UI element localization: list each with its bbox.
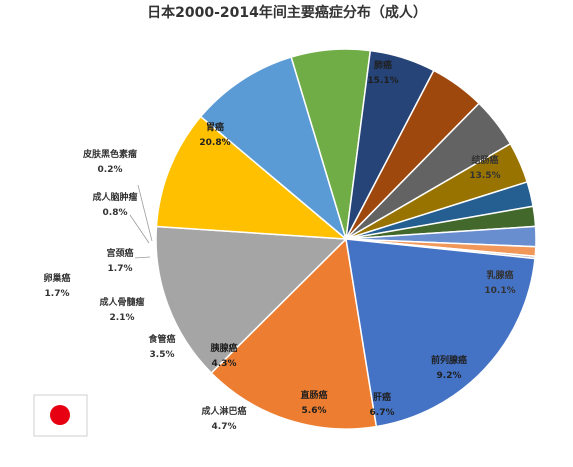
leader-line-11 <box>134 256 151 259</box>
slice-labels: 肺癌 15.1% 结肠癌 13.5% 乳腺癌 10.1% 前列腺癌 9.2% 肝癌 6.7% 直肠癌… <box>43 59 515 432</box>
slice-label-value-11: 1.7% <box>108 264 133 274</box>
leader-lines <box>129 184 153 259</box>
japan-flag-icon <box>33 394 88 437</box>
slice-label-name-7: 胰腺癌 <box>210 342 237 354</box>
slice-label-value-7: 4.3% <box>212 359 237 369</box>
slice-label-name-13: 皮肤黑色素瘤 <box>82 148 137 160</box>
slice-label-value-14: 20.8% <box>199 138 230 148</box>
slice-label-value-6: 4.7% <box>212 422 237 432</box>
slice-label-value-9: 2.1% <box>110 313 135 323</box>
slice-label-name-1: 结肠癌 <box>471 154 498 166</box>
slice-label-value-12: 0.8% <box>103 208 128 218</box>
slice-label-value-5: 5.6% <box>302 406 327 416</box>
slice-label-name-8: 食管癌 <box>147 333 175 345</box>
pie-slice-3 <box>199 56 347 240</box>
pie-slice-0 <box>210 238 378 430</box>
slice-label-value-0: 15.1% <box>367 76 398 86</box>
slice-label-name-12: 成人脑肿瘤 <box>92 191 137 203</box>
slice-label-name-9: 成人骨髓瘤 <box>99 296 144 308</box>
pie-slices <box>155 48 537 430</box>
slice-label-value-1: 13.5% <box>469 171 500 181</box>
slice-label-value-10: 1.7% <box>45 289 70 299</box>
chart-title: 日本2000-2014年间主要癌症分布（成人） <box>147 4 427 21</box>
leader-line-13 <box>137 184 153 242</box>
slice-label-name-14: 胃癌 <box>206 121 224 133</box>
slice-label-name-4: 肝癌 <box>373 391 391 403</box>
slice-label-name-2: 乳腺癌 <box>486 269 513 281</box>
slice-label-name-3: 前列腺癌 <box>431 354 467 366</box>
slice-label-name-5: 直肠癌 <box>300 389 327 401</box>
leader-line-12 <box>129 214 150 244</box>
slice-label-value-13: 0.2% <box>98 165 123 175</box>
pie-slice-1 <box>155 225 347 374</box>
slice-label-value-3: 9.2% <box>437 371 462 381</box>
slice-label-value-2: 10.1% <box>484 286 515 296</box>
slice-label-value-4: 6.7% <box>370 408 395 418</box>
slice-label-name-0: 肺癌 <box>374 59 392 71</box>
slice-label-name-10: 卵巢癌 <box>43 272 70 284</box>
pie-slice-14 <box>345 238 536 428</box>
pie-slice-2 <box>155 115 347 240</box>
slice-label-name-11: 宫颈癌 <box>106 247 133 259</box>
slice-label-name-6: 成人淋巴癌 <box>201 405 246 417</box>
slice-label-value-8: 3.5% <box>150 350 175 360</box>
